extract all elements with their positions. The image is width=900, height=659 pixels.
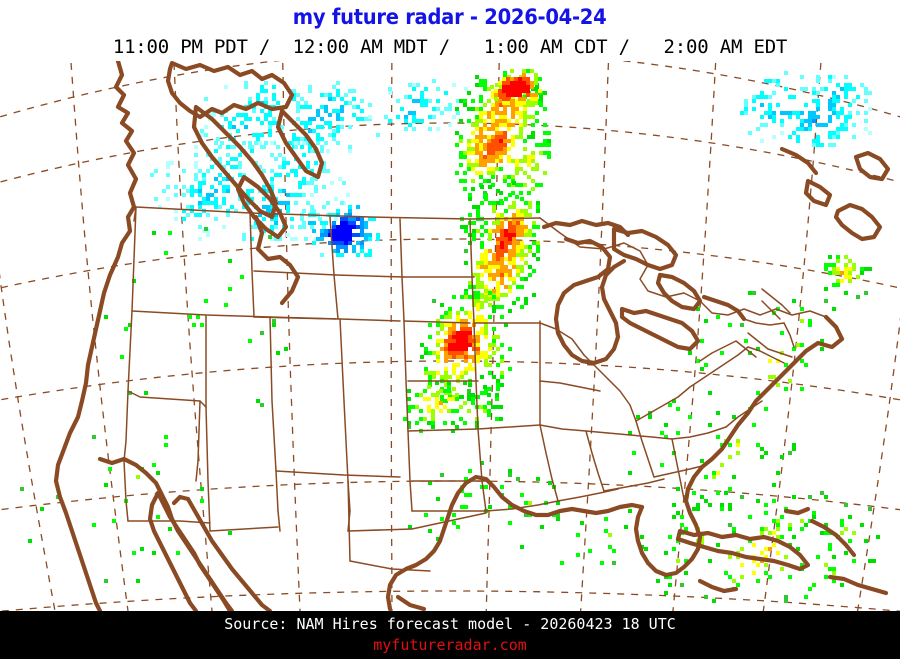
pei-island	[803, 178, 833, 208]
gulf-coast-texas	[385, 474, 645, 611]
lake-superior-east	[611, 226, 679, 272]
state-border-line	[539, 424, 609, 434]
radar-map-canvas[interactable]	[0, 61, 900, 611]
lake-michigan	[553, 236, 627, 366]
state-border-line	[335, 274, 405, 278]
state-border-line	[761, 288, 791, 314]
baja-east-coast	[155, 490, 233, 611]
nova-scotia	[833, 202, 883, 242]
meridian-line	[762, 61, 822, 611]
title-bar: my future radar - 2026-04-24	[0, 0, 900, 33]
page-title: my future radar - 2026-04-24	[293, 4, 607, 29]
bahamas-north	[783, 506, 811, 516]
west-coast-line	[53, 61, 139, 611]
meridian-line	[579, 61, 610, 611]
state-border-line	[607, 378, 637, 422]
state-border-line	[747, 332, 769, 350]
great-lakes-canada-border	[539, 217, 827, 318]
footer-bar: Source: NAM Hires forecast model - 20260…	[0, 611, 900, 659]
state-border-line	[783, 322, 795, 348]
site-url-label[interactable]: myfutureradar.com	[373, 636, 527, 654]
meridian-line	[70, 61, 129, 611]
state-border-line	[205, 406, 211, 532]
state-border-line	[123, 460, 129, 522]
state-border-line	[671, 438, 685, 500]
parallel-line	[0, 238, 900, 289]
state-border-line	[403, 320, 471, 324]
state-border-line	[767, 348, 793, 358]
state-border-line	[275, 470, 281, 532]
puget-sound-coast	[253, 214, 301, 306]
radar-map[interactable]	[0, 61, 900, 611]
parallel-line	[0, 122, 900, 183]
map-borders-layer	[53, 61, 891, 611]
state-border-line	[253, 270, 337, 276]
baja-north-tip	[171, 494, 191, 506]
lake-huron	[655, 272, 703, 312]
parallel-line	[0, 360, 900, 401]
state-border-line	[539, 424, 559, 502]
gulf-st-lawrence	[779, 146, 819, 176]
state-border-line	[671, 426, 727, 440]
state-border-line	[635, 396, 679, 422]
state-border-line	[407, 430, 413, 512]
lake-erie	[619, 306, 701, 352]
state-border-line	[761, 300, 781, 320]
valid-times-label: 11:00 PM PDT / 12:00 AM MDT / 1:00 AM CD…	[112, 36, 788, 58]
coastal-inlet	[235, 174, 289, 240]
state-border-line	[275, 470, 401, 478]
atlantic-coast-florida	[633, 314, 845, 578]
gulf-of-california-coast	[185, 496, 273, 611]
state-border-line	[713, 346, 749, 372]
state-border-line	[635, 420, 655, 478]
state-border-line	[127, 390, 207, 408]
hispaniola-outline	[827, 574, 889, 596]
state-border-line	[725, 400, 763, 428]
yucatan-coast	[697, 578, 739, 594]
bahamas-chain	[809, 518, 857, 558]
state-border-line	[349, 560, 431, 572]
us-canada-border	[135, 206, 541, 220]
radar-echo-layer	[20, 69, 880, 603]
lake-superior-north	[541, 218, 631, 238]
meridian-line	[672, 61, 717, 611]
state-border-line	[585, 430, 605, 492]
lake-ontario	[701, 294, 747, 322]
cuba-outline	[675, 528, 811, 572]
state-border-line	[403, 320, 409, 432]
state-border-line	[209, 526, 279, 532]
mexico-gulf-coast	[395, 594, 427, 611]
state-border-line	[195, 400, 201, 482]
state-border-line	[347, 480, 351, 532]
state-border-line	[735, 340, 757, 358]
haida-gwaii	[275, 108, 325, 180]
state-border-line	[583, 354, 609, 380]
state-border-line	[677, 370, 715, 398]
state-border-line	[485, 500, 559, 512]
meridian-line	[0, 273, 56, 611]
state-border-line	[127, 520, 211, 524]
state-border-line	[743, 318, 785, 326]
state-border-line	[699, 340, 737, 362]
state-border-line	[747, 346, 785, 364]
meridian-line	[282, 61, 301, 611]
state-border-line	[653, 464, 707, 478]
state-border-line	[123, 390, 129, 462]
state-border-line	[249, 212, 255, 318]
newfoundland	[853, 150, 891, 182]
state-border-line	[539, 380, 601, 392]
state-border-line	[253, 316, 337, 320]
vancouver-island	[191, 104, 279, 220]
source-label: Source: NAM Hires forecast model - 20260…	[224, 615, 676, 633]
parallel-line	[0, 480, 900, 511]
state-border-line	[557, 488, 619, 502]
valid-time-bar: 11:00 PM PDT / 12:00 AM MDT / 1:00 AM CD…	[0, 33, 900, 61]
state-border-line	[347, 512, 487, 532]
state-border-line	[269, 316, 277, 472]
baja-west-coast	[147, 490, 199, 611]
state-border-line	[539, 322, 585, 356]
british-columbia-coast	[165, 61, 295, 120]
